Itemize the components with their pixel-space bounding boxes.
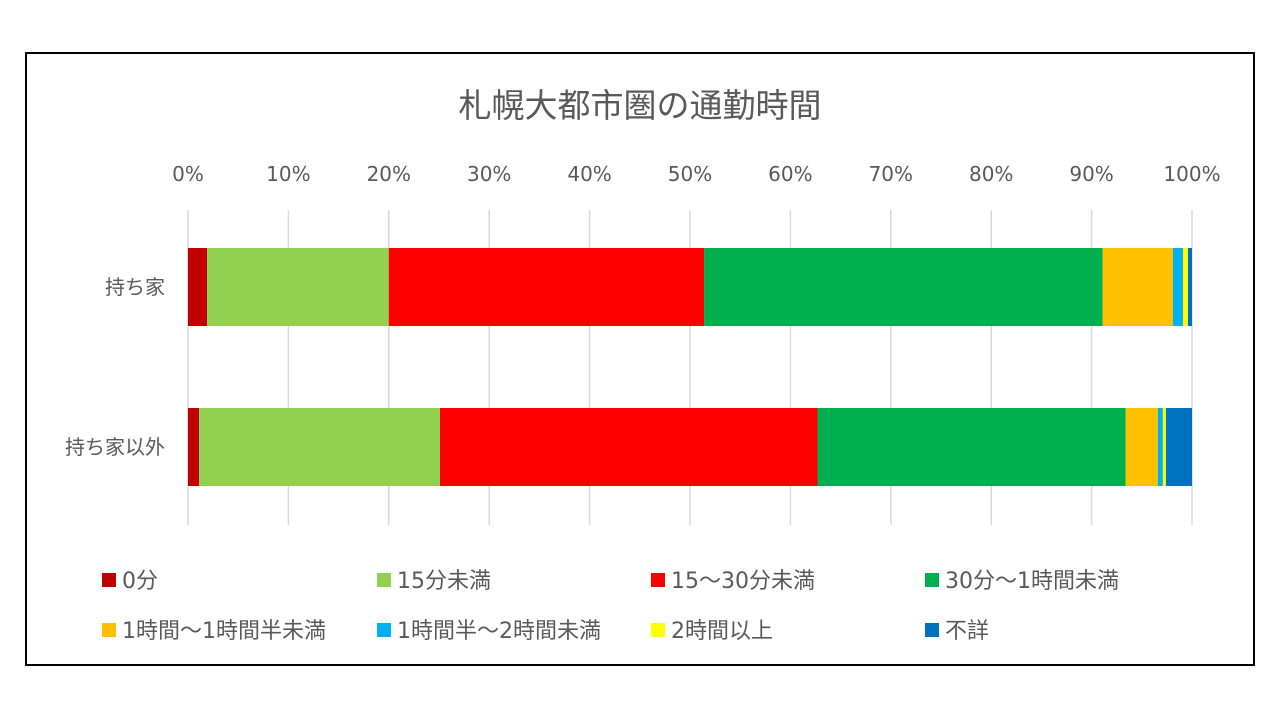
bar-segment — [188, 248, 208, 326]
bar-segment — [440, 408, 818, 486]
chart-frame — [25, 52, 1255, 666]
bar-segment — [199, 408, 441, 486]
legend-swatch — [102, 573, 116, 587]
legend-label: 1時間半～2時間未満 — [397, 619, 601, 644]
bar-segment — [704, 248, 1103, 326]
bar-segment — [1172, 248, 1183, 326]
x-tick-label: 20% — [367, 162, 411, 186]
x-tick-label: 100% — [1163, 162, 1220, 186]
legend-swatch — [377, 623, 391, 637]
x-tick-label: 80% — [969, 162, 1013, 186]
legend-label: 不詳 — [945, 619, 989, 644]
bar-segment — [817, 408, 1126, 486]
bars — [188, 248, 1192, 486]
x-tick-label: 30% — [467, 162, 511, 186]
x-tick-label: 50% — [668, 162, 712, 186]
legend-label: 15～30分未満 — [671, 569, 815, 594]
chart-title: 札幌大都市圏の通勤時間 — [459, 86, 822, 125]
bar-segment — [1182, 248, 1188, 326]
bar-segment — [188, 408, 200, 486]
legend-swatch — [651, 623, 665, 637]
x-tick-label: 40% — [567, 162, 611, 186]
bar-segment — [1102, 248, 1173, 326]
x-tick-label: 10% — [266, 162, 310, 186]
legend-label: 2時間以上 — [671, 619, 773, 644]
bar-segment — [1125, 408, 1158, 486]
legend-swatch — [925, 623, 939, 637]
legend-swatch — [102, 623, 116, 637]
bar-segment — [1165, 408, 1192, 486]
bar-segment — [207, 248, 389, 326]
legend: 0分 15分未満 15～30分未満 30分～1時間未満 1時間～1時間半未満 1時間半～2… — [102, 569, 1119, 644]
x-tick-label: 0% — [172, 162, 204, 186]
x-tick-label: 60% — [768, 162, 812, 186]
x-axis-tick-labels: 0% 10% 20% 30% 40% 50% 60% 70% 80% 90% 100% — [172, 162, 1220, 186]
bar-segment — [388, 248, 705, 326]
category-label: 持ち家 — [105, 275, 165, 299]
legend-swatch — [925, 573, 939, 587]
x-tick-label: 70% — [869, 162, 913, 186]
bar-segment — [1162, 408, 1166, 486]
category-label: 持ち家以外 — [65, 435, 165, 459]
bar-segment — [1157, 408, 1163, 486]
legend-swatch — [651, 573, 665, 587]
legend-label: 15分未満 — [397, 569, 491, 594]
x-tick-label: 90% — [1069, 162, 1113, 186]
bar-segment — [1187, 248, 1192, 326]
legend-swatch — [377, 573, 391, 587]
legend-label: 0分 — [122, 569, 158, 594]
legend-label: 30分～1時間未満 — [945, 569, 1119, 594]
legend-label: 1時間～1時間半未満 — [122, 619, 326, 644]
